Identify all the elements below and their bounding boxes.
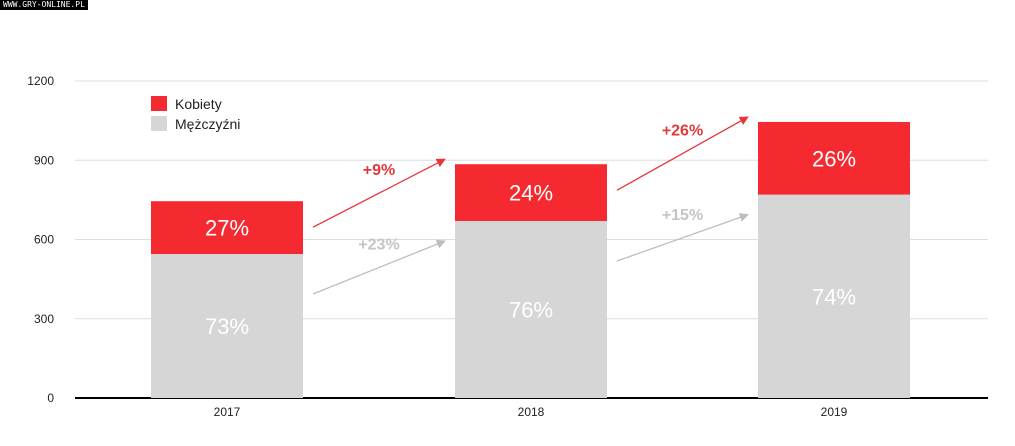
y-tick-label: 900	[34, 153, 54, 167]
y-tick-label: 300	[34, 312, 54, 326]
bar-label-women: 24%	[509, 181, 553, 206]
bar-label-men: 76%	[509, 298, 553, 323]
y-tick-label: 600	[34, 233, 54, 247]
x-tick-label: 2017	[214, 405, 241, 419]
bar-women	[455, 164, 607, 222]
bar-men	[151, 254, 303, 398]
bar-label-men: 74%	[812, 284, 856, 309]
growth-label-women: +26%	[662, 123, 703, 140]
growth-label-men: +23%	[358, 237, 399, 254]
watermark: WWW.GRY-ONLINE.PL	[0, 0, 88, 10]
bar-women	[758, 121, 910, 195]
legend-label-women: Kobiety	[175, 96, 222, 112]
growth-label-women: +9%	[363, 162, 395, 179]
bar-label-women: 26%	[812, 146, 856, 171]
growth-label-men: +15%	[662, 207, 703, 224]
bar-men	[758, 194, 910, 398]
growth-arrow-women	[616, 116, 749, 191]
growth-arrow-men	[312, 239, 446, 295]
legend-label-men: Mężczyźni	[175, 116, 240, 132]
x-tick-label: 2018	[518, 405, 545, 419]
growth-arrow-men	[616, 213, 749, 262]
legend-swatch-women	[151, 96, 167, 111]
bar-label-women: 27%	[205, 216, 249, 241]
bar-women	[151, 201, 303, 255]
bar-men	[455, 221, 607, 398]
x-tick-label: 2019	[821, 405, 848, 419]
growth-arrow-women	[312, 158, 446, 228]
y-tick-label: 0	[47, 391, 54, 405]
legend-swatch-men	[151, 116, 167, 131]
bar-label-men: 73%	[205, 314, 249, 339]
y-tick-label: 1200	[27, 74, 54, 88]
